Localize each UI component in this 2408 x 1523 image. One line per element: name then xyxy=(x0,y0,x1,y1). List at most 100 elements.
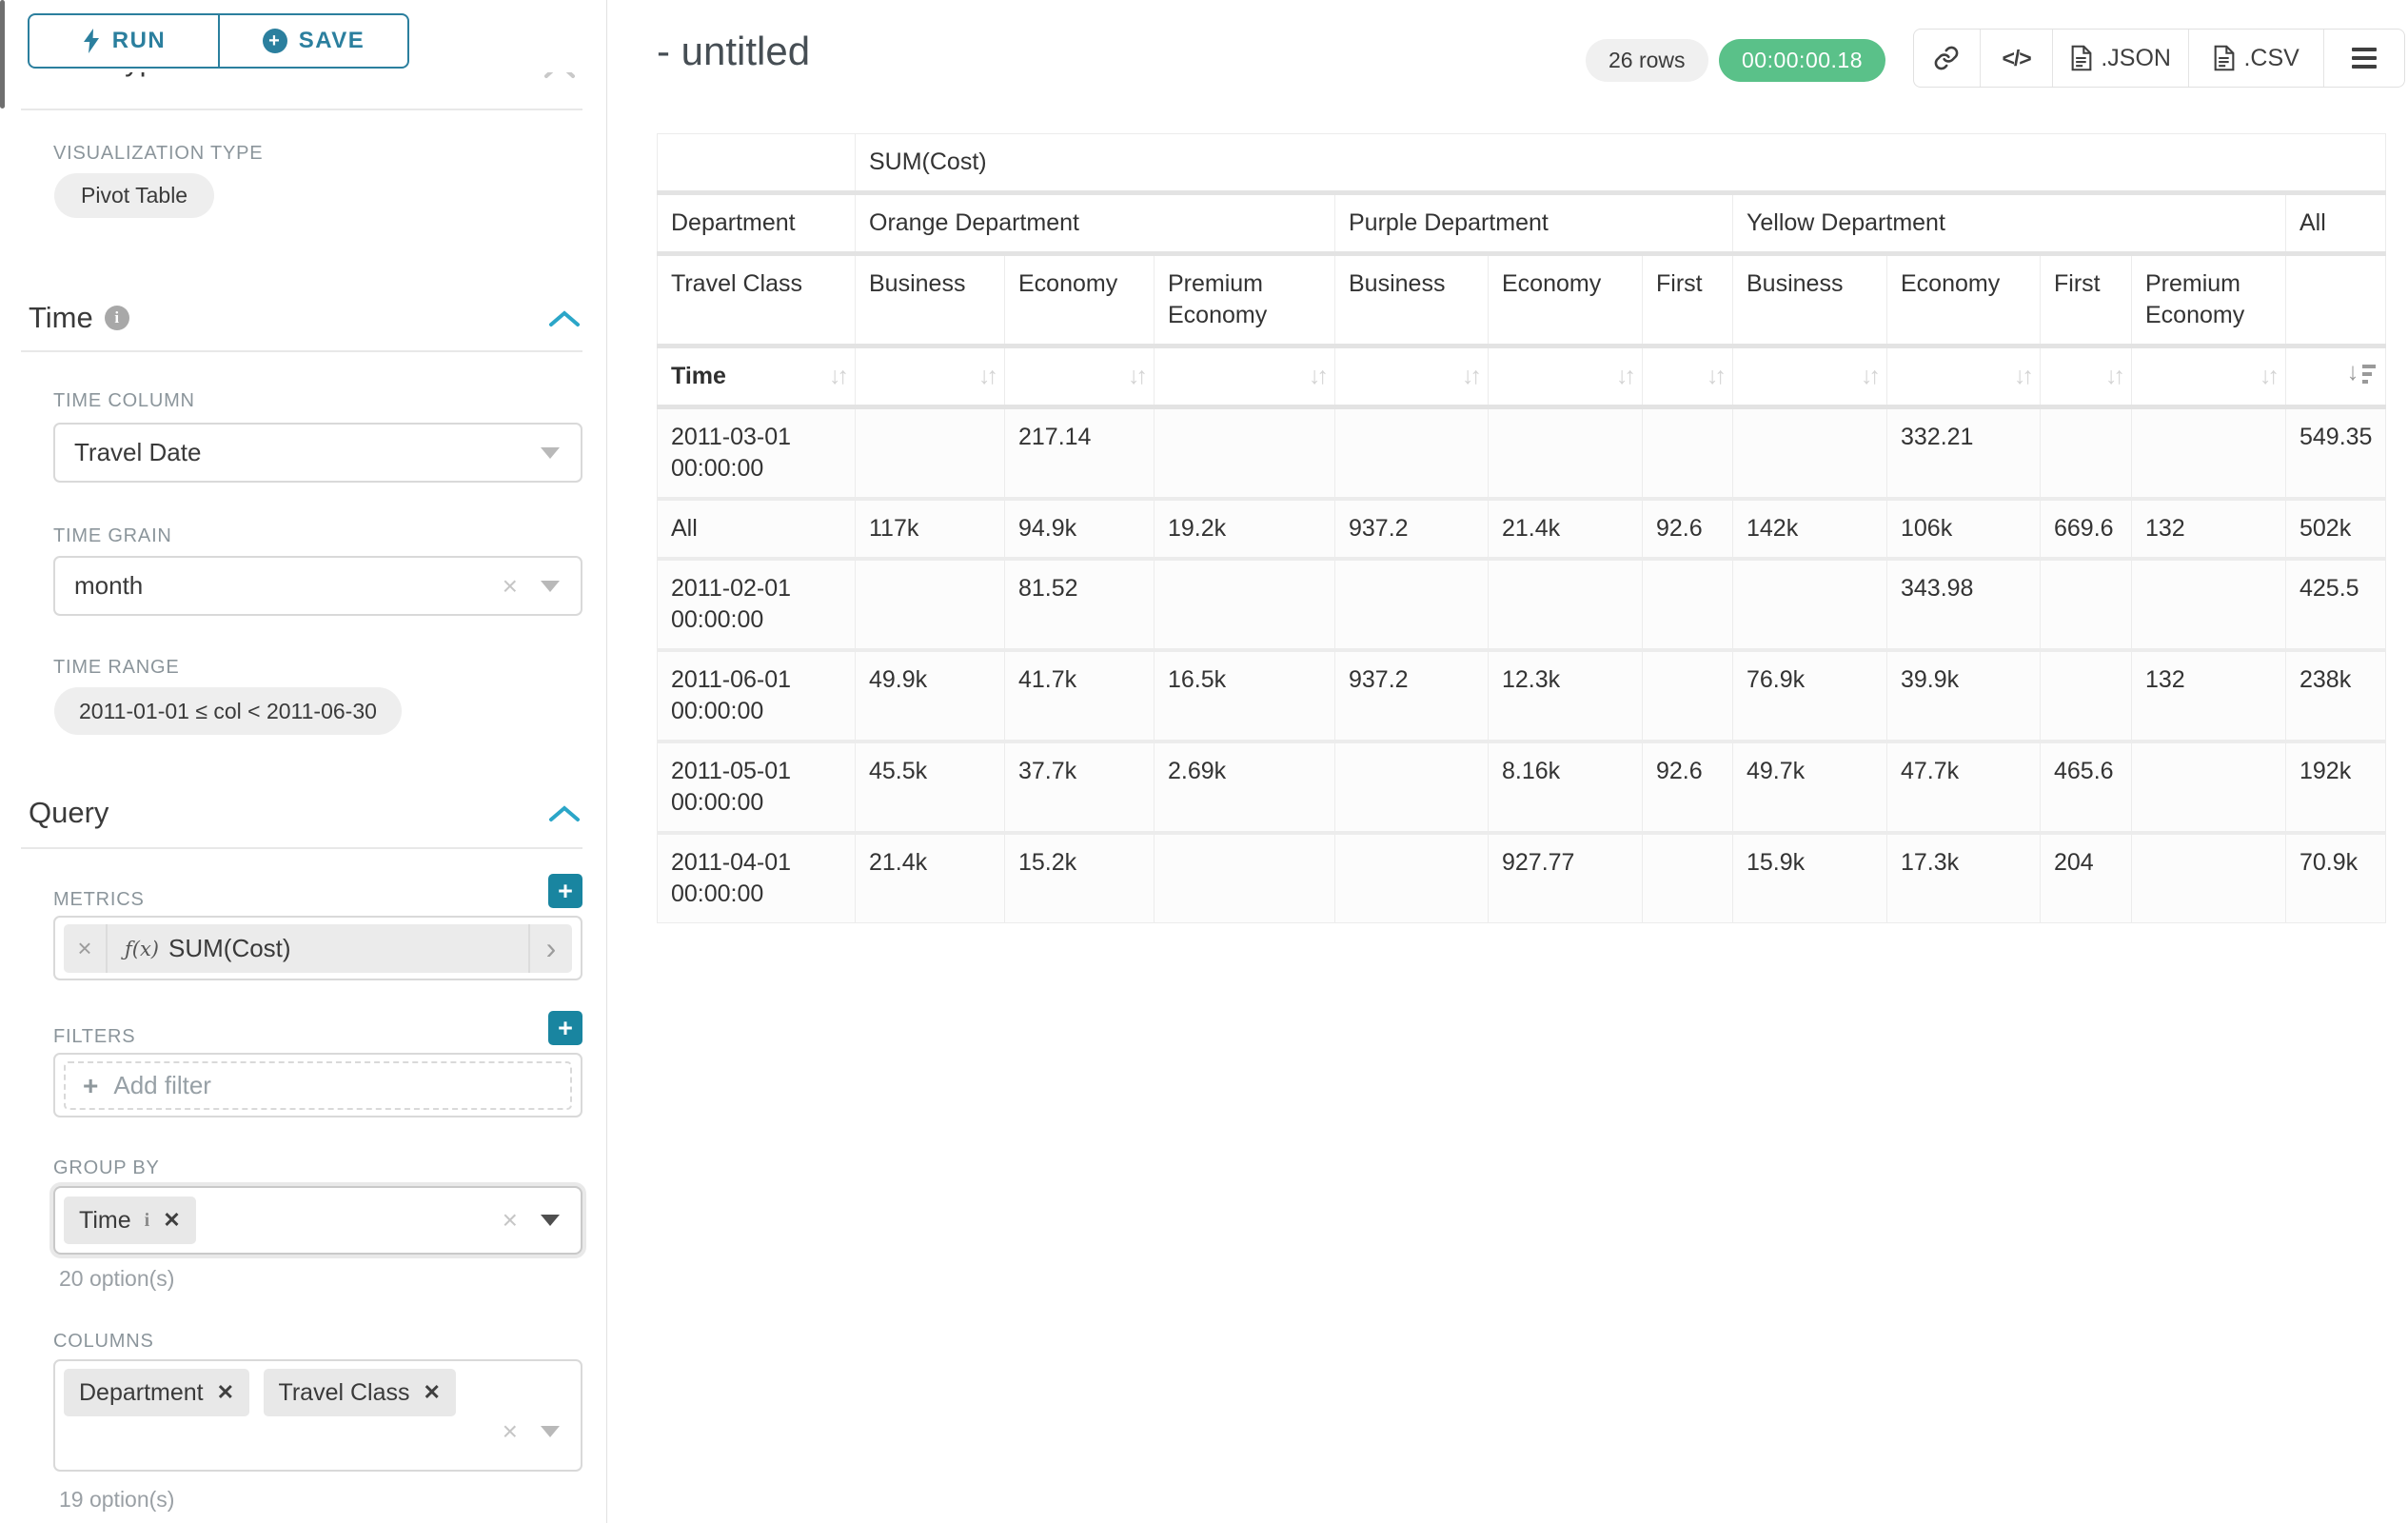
sort-header-cell[interactable]: ↓↑ xyxy=(2132,346,2286,407)
group-by-label: GROUP BY xyxy=(53,1157,160,1179)
sort-header-cell[interactable]: ↓↑ xyxy=(1005,346,1155,407)
time-section-title: Time xyxy=(29,301,93,335)
query-section-header[interactable]: Query xyxy=(29,796,109,830)
remove-tag-icon[interactable]: ✕ xyxy=(163,1208,180,1233)
share-link-button[interactable] xyxy=(1914,30,1981,87)
chart-panel: - untitled 26 rows 00:00:00.18 </>.JSON.… xyxy=(608,0,2408,1523)
export-json-button[interactable]: .JSON xyxy=(2053,30,2188,87)
chevron-down-icon xyxy=(541,1215,560,1226)
value-cell: 92.6 xyxy=(1643,499,1733,559)
sort-header-cell[interactable]: ↓↑ xyxy=(1733,346,1887,407)
divider xyxy=(21,847,582,849)
add-metric-button[interactable]: + xyxy=(548,874,582,908)
columns-tag[interactable]: Department ✕ xyxy=(64,1369,249,1416)
chevron-up-icon[interactable] xyxy=(543,72,581,82)
time-column-select[interactable]: Travel Date xyxy=(53,423,582,483)
table-row: 2011-06-01 00:00:0049.9k41.7k16.5k937.21… xyxy=(658,650,2386,742)
save-button[interactable]: + SAVE xyxy=(219,13,409,69)
chevron-right-icon[interactable]: › xyxy=(528,924,572,973)
value-cell xyxy=(2132,833,2286,923)
query-section-title: Query xyxy=(29,796,109,830)
value-cell xyxy=(2041,650,2132,742)
add-filter-button[interactable]: + xyxy=(548,1011,582,1045)
columns-tag-label: Department xyxy=(79,1379,204,1407)
chevron-up-icon[interactable] xyxy=(548,310,581,332)
value-cell xyxy=(2132,407,2286,500)
value-cell xyxy=(1155,559,1335,650)
columns-select[interactable]: Department ✕ Travel Class ✕ × xyxy=(53,1359,582,1472)
row-header-cell: 2011-03-01 00:00:00 xyxy=(658,407,856,500)
chart-title[interactable]: - untitled xyxy=(657,29,810,74)
value-cell: 8.16k xyxy=(1489,742,1643,833)
table-row: 2011-04-01 00:00:0021.4k15.2k927.7715.9k… xyxy=(658,833,2386,923)
value-cell xyxy=(1335,742,1489,833)
remove-tag-icon[interactable]: ✕ xyxy=(424,1380,441,1405)
table-row: 2011-05-01 00:00:0045.5k37.7k2.69k8.16k9… xyxy=(658,742,2386,833)
row-count-badge: 26 rows xyxy=(1586,39,1708,82)
time-range-pill[interactable]: 2011-01-01 ≤ col < 2011-06-30 xyxy=(54,687,402,735)
value-cell: 669.6 xyxy=(2041,499,2132,559)
run-button[interactable]: RUN xyxy=(28,13,219,69)
sort-header-cell[interactable]: ↓↑ xyxy=(1887,346,2041,407)
value-cell: 132 xyxy=(2132,650,2286,742)
sidebar-scrollbar[interactable] xyxy=(0,0,5,109)
add-filter-dropzone[interactable]: + Add filter xyxy=(64,1061,572,1110)
remove-tag-icon[interactable]: ✕ xyxy=(217,1380,234,1405)
value-cell xyxy=(1335,559,1489,650)
plus-icon: + xyxy=(83,1071,98,1101)
chevron-up-icon[interactable] xyxy=(548,805,581,827)
time-section-header[interactable]: Time i xyxy=(29,301,129,335)
save-button-label: SAVE xyxy=(299,28,365,54)
sort-icon: ↓↑ xyxy=(1128,361,1144,392)
remove-metric-icon[interactable]: × xyxy=(64,924,108,973)
file-icon xyxy=(2213,45,2236,71)
viz-type-pill[interactable]: Pivot Table xyxy=(54,173,214,218)
view-query-button[interactable]: </> xyxy=(1981,30,2054,87)
sort-header-cell[interactable]: ↓↑ xyxy=(1643,346,1733,407)
clear-icon[interactable]: × xyxy=(503,571,518,602)
value-cell xyxy=(1489,407,1643,500)
sort-header-cell[interactable]: ↓↑ xyxy=(2041,346,2132,407)
toolbar-button-group: </>.JSON .CSV xyxy=(1913,29,2405,88)
columns-tag[interactable]: Travel Class ✕ xyxy=(264,1369,456,1416)
columns-options-hint: 19 option(s) xyxy=(59,1487,174,1513)
metrics-label: METRICS xyxy=(53,889,145,911)
value-cell: 92.6 xyxy=(1643,742,1733,833)
sort-header-cell[interactable]: ↓↑ xyxy=(1489,346,1643,407)
info-icon: i xyxy=(145,1210,150,1232)
more-menu-button[interactable] xyxy=(2324,30,2404,87)
time-grain-value: month xyxy=(74,571,143,601)
value-cell xyxy=(1733,407,1887,500)
sort-header-cell[interactable]: ↓↑ xyxy=(856,346,1005,407)
value-cell: 76.9k xyxy=(1733,650,1887,742)
sort-icon: ↓↑ xyxy=(1861,361,1877,392)
column-header: Economy xyxy=(1005,254,1155,346)
clear-icon[interactable]: × xyxy=(503,1205,518,1236)
group-by-tag[interactable]: Time i ✕ xyxy=(64,1197,196,1244)
time-grain-select[interactable]: month × xyxy=(53,556,582,616)
columns-tag-label: Travel Class xyxy=(279,1379,410,1407)
value-cell: 70.9k xyxy=(2286,833,2386,923)
row-dim-sort-header[interactable]: Time↓↑ xyxy=(658,346,856,407)
metric-header-cell: SUM(Cost) xyxy=(856,134,2386,193)
clear-icon[interactable]: × xyxy=(503,1416,518,1447)
value-cell: 17.3k xyxy=(1887,833,2041,923)
value-cell: 332.21 xyxy=(1887,407,2041,500)
value-cell xyxy=(856,559,1005,650)
value-cell: 49.9k xyxy=(856,650,1005,742)
sort-header-cell[interactable]: ↓↑ xyxy=(1335,346,1489,407)
sort-header-cell[interactable]: ↓↑ xyxy=(1155,346,1335,407)
value-cell: 217.14 xyxy=(1005,407,1155,500)
sort-header-cell[interactable]: ↓ xyxy=(2286,346,2386,407)
metric-tag[interactable]: × ƒ(x) SUM(Cost) › xyxy=(64,924,572,973)
sort-icon: ↓↑ xyxy=(1616,361,1632,392)
row-dim-label: Time xyxy=(671,361,726,392)
export-csv-button[interactable]: .CSV xyxy=(2189,30,2324,87)
column-group-header: Orange Department xyxy=(856,193,1335,254)
value-cell: 47.7k xyxy=(1887,742,2041,833)
group-by-select[interactable]: Time i ✕ × xyxy=(53,1186,582,1255)
toolbar-button-label: .CSV xyxy=(2243,45,2299,72)
value-cell xyxy=(2132,559,2286,650)
value-cell xyxy=(1643,650,1733,742)
value-cell: 37.7k xyxy=(1005,742,1155,833)
